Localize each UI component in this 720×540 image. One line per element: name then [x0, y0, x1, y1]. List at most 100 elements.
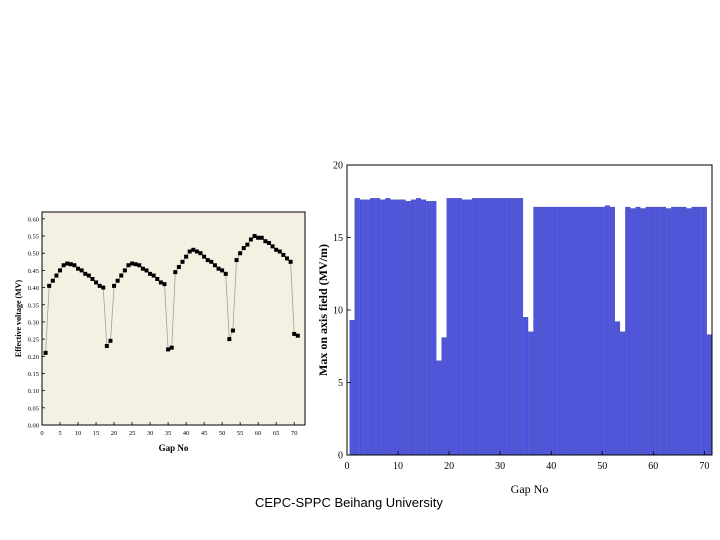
x-tick-label: 70 [699, 461, 709, 472]
bar [574, 206, 580, 456]
x-tick-label: 35 [165, 430, 172, 437]
x-tick-label: 60 [255, 430, 262, 437]
data-point [256, 235, 261, 240]
data-point [162, 282, 167, 287]
x-tick-label: 30 [147, 430, 154, 437]
data-point [90, 276, 95, 281]
bar [661, 206, 667, 456]
x-tick-label: 0 [40, 430, 43, 437]
y-axis-label: Effective voltage (MV) [14, 280, 23, 358]
bar [538, 206, 544, 456]
data-point [198, 251, 203, 256]
x-tick-label: 40 [183, 430, 190, 437]
max-axis-field-chart: 0 5 10 15 20 0 10 20 30 40 50 60 70 Gap No Max on axis… [316, 161, 713, 496]
bar [405, 201, 411, 456]
data-point [94, 280, 99, 285]
y-tick-label: 10 [333, 306, 343, 317]
bar [492, 198, 498, 456]
footer-caption: CEPC-SPPC Beihang University [255, 495, 443, 510]
bar [681, 206, 687, 456]
data-point [173, 270, 178, 275]
data-point [68, 262, 73, 267]
x-axis-label: Gap No [511, 482, 549, 496]
bar [635, 206, 641, 456]
data-point [54, 273, 59, 278]
bar [349, 319, 355, 456]
bar [589, 206, 595, 456]
data-point [166, 347, 171, 352]
data-point [230, 328, 235, 333]
y-tick-label: 20 [333, 161, 343, 172]
bar [477, 198, 483, 456]
x-tick-label: 25 [129, 430, 136, 437]
data-point [241, 246, 246, 251]
data-point [187, 249, 192, 254]
data-point [205, 258, 210, 263]
data-point [180, 259, 185, 264]
bar [512, 198, 518, 456]
x-tick-label: 5 [58, 430, 61, 437]
y-tick-label: 0.60 [28, 216, 39, 223]
bar [395, 199, 401, 456]
bar [467, 199, 473, 456]
bar [456, 198, 462, 456]
bar [426, 201, 432, 456]
x-tick-label: 70 [291, 430, 298, 437]
x-tick-label: 20 [111, 430, 118, 437]
data-point [97, 283, 102, 288]
bar [696, 206, 702, 456]
data-point [259, 235, 264, 240]
data-point [248, 237, 253, 242]
bar [364, 199, 370, 456]
bar [446, 198, 452, 456]
bar [655, 206, 661, 456]
bar [461, 199, 467, 456]
y-tick-label: 0.50 [28, 251, 39, 258]
bar [645, 206, 651, 456]
bar [599, 206, 605, 456]
data-point [133, 262, 138, 267]
data-point [122, 268, 127, 273]
data-point [220, 268, 225, 273]
y-tick-label: 0 [338, 451, 343, 462]
bar [584, 206, 590, 456]
bar [666, 208, 672, 456]
data-point [126, 263, 131, 268]
data-point [155, 276, 160, 281]
data-point [277, 249, 282, 254]
data-point [245, 242, 250, 247]
bar [451, 198, 457, 456]
y-axis-label: Max on axis field (MV/m) [316, 244, 330, 376]
x-tick-label: 55 [237, 430, 244, 437]
data-point [115, 278, 120, 283]
bar [564, 206, 570, 456]
data-point [263, 239, 268, 244]
data-point [104, 343, 109, 348]
bar [390, 199, 396, 456]
bar [594, 206, 600, 456]
bar [630, 208, 636, 456]
bar [523, 317, 529, 456]
x-tick-label: 0 [345, 461, 350, 472]
data-point [72, 263, 77, 268]
data-point [65, 261, 70, 266]
bar [686, 208, 692, 456]
data-point [295, 333, 300, 338]
y-tick-label: 5 [338, 378, 343, 389]
data-point [169, 345, 174, 350]
data-point [284, 256, 289, 261]
y-tick-label: 0.00 [28, 423, 39, 430]
bar [359, 199, 365, 456]
bar [676, 206, 682, 456]
x-tick-label: 10 [393, 461, 403, 472]
bar [370, 198, 376, 456]
bar [441, 337, 447, 456]
bar [558, 206, 564, 456]
bar [497, 198, 503, 456]
data-point [50, 278, 55, 283]
y-tick-label: 0.40 [28, 285, 39, 292]
bar [380, 199, 386, 456]
bar [625, 206, 631, 456]
y-tick-label: 0.15 [28, 371, 39, 378]
data-point [112, 283, 117, 288]
